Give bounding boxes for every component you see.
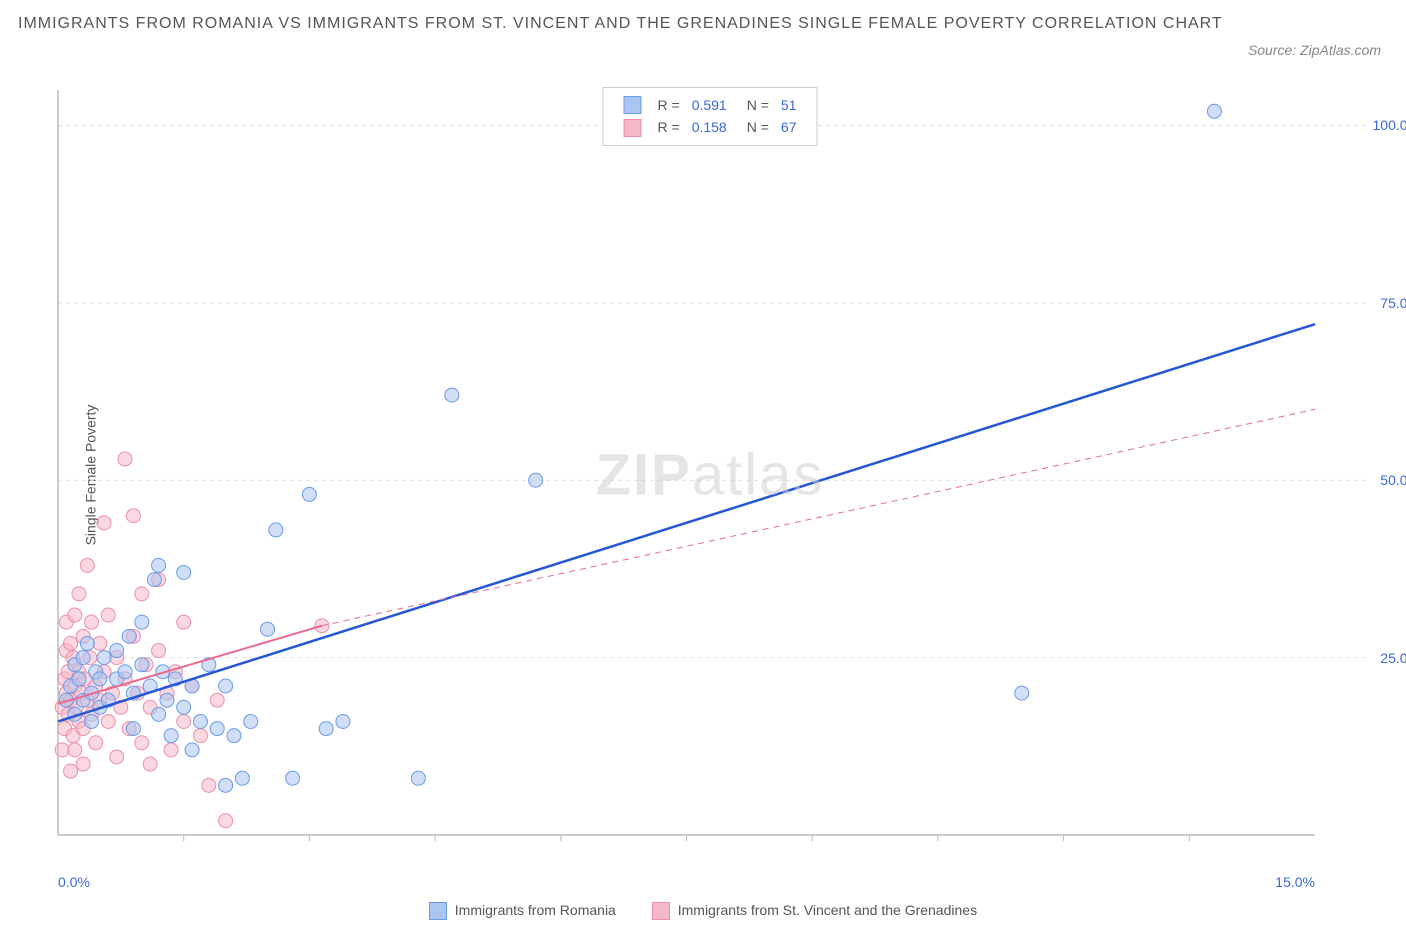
y-tick-label: 100.0% [1373,117,1406,133]
legend-n-value: 67 [775,116,803,138]
chart-container: Single Female Poverty 25.0%50.0%75.0%100… [50,85,1370,865]
x-tick-label: 0.0% [58,874,90,890]
legend-n-label: N = [733,116,775,138]
legend-label: Immigrants from St. Vincent and the Gren… [678,902,977,918]
chart-title: IMMIGRANTS FROM ROMANIA VS IMMIGRANTS FR… [18,10,1388,39]
legend-swatch [624,119,642,137]
legend-r-label: R = [652,116,686,138]
series-legend: Immigrants from Romania Immigrants from … [0,902,1406,920]
x-tick-label: 15.0% [1275,874,1315,890]
y-tick-label: 75.0% [1380,295,1406,311]
legend-r-label: R = [652,94,686,116]
legend-item: Immigrants from St. Vincent and the Gren… [652,902,977,920]
y-tick-label: 25.0% [1380,650,1406,666]
legend-item: Immigrants from Romania [429,902,616,920]
y-tick-label: 50.0% [1380,472,1406,488]
legend-swatch [429,902,447,920]
legend-r-value: 0.591 [686,94,733,116]
legend-r-value: 0.158 [686,116,733,138]
legend-label: Immigrants from Romania [455,902,616,918]
source-attribution: Source: ZipAtlas.com [1248,42,1381,58]
legend-swatch [652,902,670,920]
stats-legend: R =0.591N =51 R =0.158N =67 [603,87,818,146]
scatter-plot [50,85,1370,865]
legend-n-value: 51 [775,94,803,116]
legend-n-label: N = [733,94,775,116]
legend-swatch [624,96,642,114]
